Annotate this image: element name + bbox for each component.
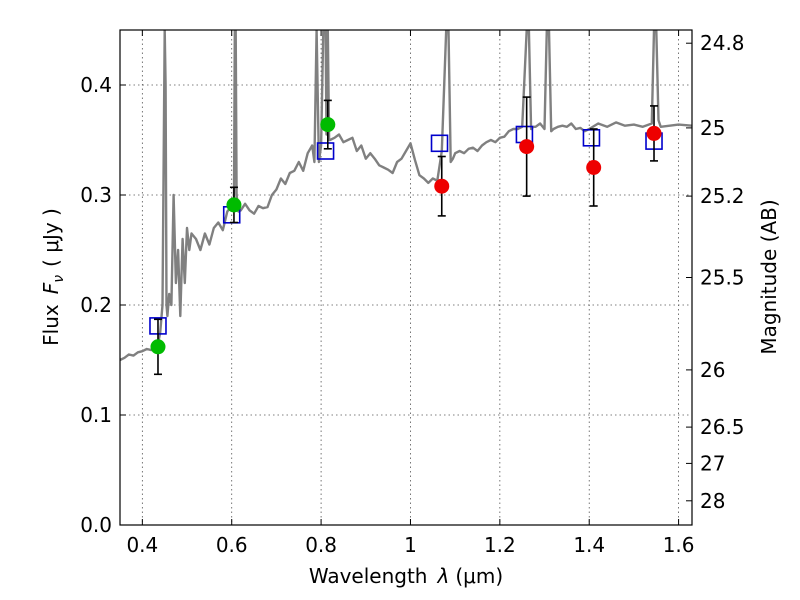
y-tick-label: 0.3 <box>80 183 112 207</box>
optical-data-point <box>226 197 242 213</box>
y-tick-label: 0.1 <box>80 403 112 427</box>
y2-tick-label: 28 <box>700 489 725 513</box>
y-tick-label: 0.2 <box>80 293 112 317</box>
optical-data-point <box>150 339 166 355</box>
x-tick-label: 1.6 <box>663 533 695 557</box>
y-tick-label: 0.4 <box>80 73 112 97</box>
nir-data-point <box>586 160 602 175</box>
x-tick-label: 1 <box>404 533 417 557</box>
y2-tick-label: 26.5 <box>700 415 745 439</box>
y2-tick-label: 26 <box>700 358 725 382</box>
y2-tick-label: 25.5 <box>700 266 745 290</box>
y2-tick-label: 24.8 <box>700 31 745 55</box>
optical-data-point <box>320 117 336 133</box>
x-tick-label: 0.6 <box>216 533 248 557</box>
y2-tick-label: 27 <box>700 451 725 475</box>
x-tick-label: 0.4 <box>126 533 158 557</box>
y2-tick-label: 25 <box>700 116 725 140</box>
nir-data-point <box>519 139 535 155</box>
x-tick-label: 0.8 <box>305 533 337 557</box>
axis-layer: 0.4 0.6 0.8 1 1.2 1.4 1.6 0.0 0.1 0.2 0.3 0.4 24.8 25… <box>80 30 745 557</box>
x-tick-label: 1.2 <box>484 533 516 557</box>
nir-data-point <box>434 178 450 194</box>
plot-frame <box>119 29 693 526</box>
x-tick-label: 1.4 <box>573 533 605 557</box>
plot-layer <box>120 30 692 376</box>
model-square-point <box>582 129 601 147</box>
grid-layer <box>120 30 692 525</box>
model-square-point <box>430 134 449 153</box>
x-axis-label: Wavelength λ (μm) <box>309 564 503 588</box>
model-square-point <box>316 142 335 160</box>
nir-data-point <box>646 125 662 141</box>
spectrum-line <box>120 30 692 362</box>
y2-axis-label: Magnitude (AB) <box>757 199 781 354</box>
y-tick-label: 0.0 <box>80 513 112 537</box>
y-axis-label: FluxFν( μJy ) <box>39 208 67 346</box>
y2-tick-label: 25.2 <box>700 184 745 208</box>
